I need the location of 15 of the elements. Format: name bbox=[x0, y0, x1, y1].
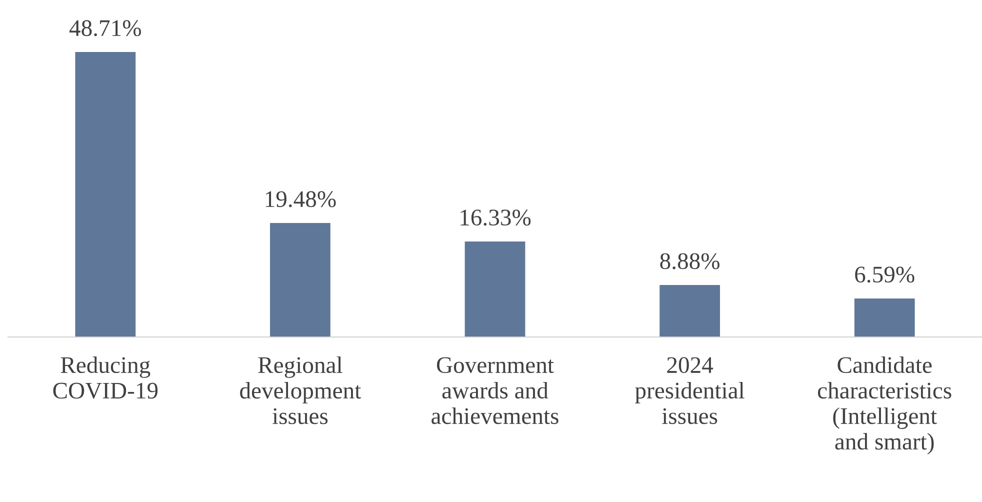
bar bbox=[464, 241, 526, 337]
bar bbox=[660, 285, 720, 337]
data-label: 8.88% bbox=[660, 253, 720, 270]
data-label: 48.71% bbox=[69, 20, 141, 36]
x-tick-label: 2024 presidential issues bbox=[635, 357, 744, 424]
bar bbox=[270, 223, 330, 337]
bar bbox=[854, 298, 915, 337]
data-label: 19.48% bbox=[266, 191, 336, 208]
bar bbox=[75, 52, 136, 337]
x-tick-label: Reducing COVID-19 bbox=[53, 356, 158, 399]
data-label: 16.33% bbox=[460, 210, 531, 226]
x-tick-label: Regional development issues bbox=[240, 356, 362, 424]
data-label: 6.59% bbox=[855, 266, 914, 283]
x-tick-label: Candidate characteristics (Intelligent and smart) bbox=[818, 356, 952, 454]
x-tick-label: Government awards and achievements bbox=[432, 357, 558, 424]
